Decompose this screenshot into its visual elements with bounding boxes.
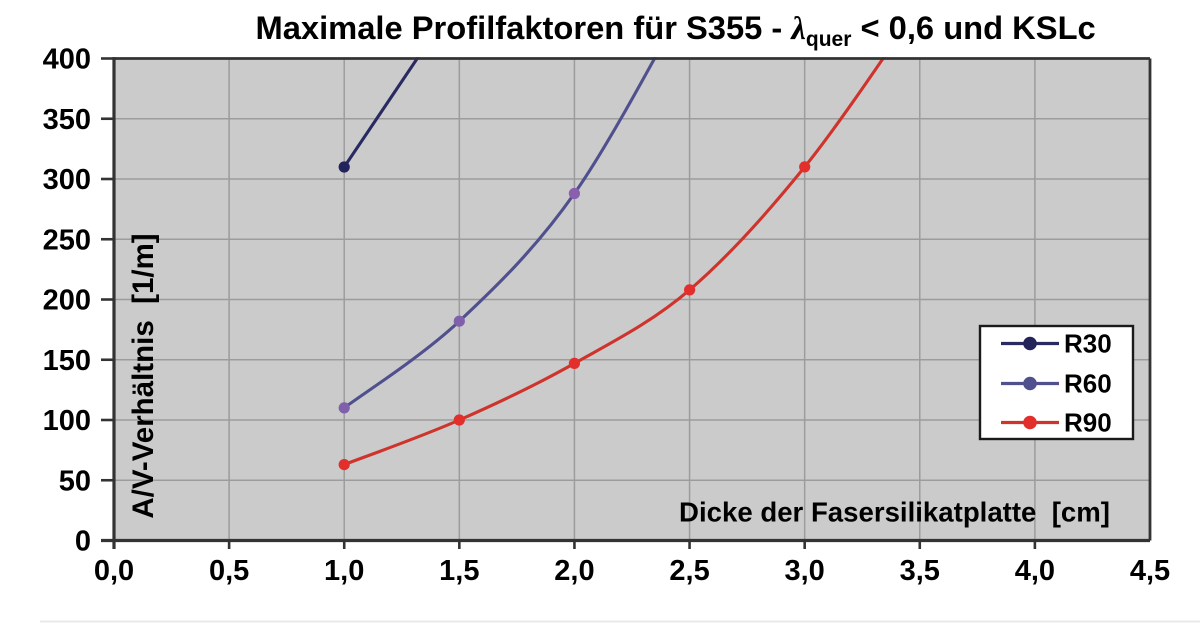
svg-text:400: 400 — [43, 44, 91, 76]
svg-text:4,5: 4,5 — [1130, 555, 1170, 587]
svg-text:Dicke der Fasersilikatplatte: Dicke der Fasersilikatplatte [cm] — [679, 497, 1110, 528]
svg-text:3,0: 3,0 — [785, 555, 825, 587]
svg-text:1,0: 1,0 — [324, 555, 364, 587]
svg-text:0,5: 0,5 — [209, 555, 249, 587]
svg-text:3,5: 3,5 — [900, 555, 940, 587]
svg-text:A/V-Verhältnis [1/m]: A/V-Verhältnis [1/m] — [127, 233, 160, 518]
svg-text:R60: R60 — [1064, 369, 1112, 399]
svg-text:1,5: 1,5 — [439, 555, 479, 587]
svg-text:0,0: 0,0 — [94, 555, 134, 587]
svg-text:Maximale Profilfaktoren für S3: Maximale Profilfaktoren für S355 - λquer… — [256, 9, 1096, 51]
svg-text:R90: R90 — [1064, 408, 1112, 438]
svg-text:4,0: 4,0 — [1015, 555, 1055, 587]
svg-text:2,5: 2,5 — [669, 555, 709, 587]
svg-text:350: 350 — [43, 104, 91, 136]
svg-text:2,0: 2,0 — [554, 555, 594, 587]
svg-text:R30: R30 — [1064, 329, 1112, 359]
svg-text:200: 200 — [43, 285, 91, 317]
svg-text:150: 150 — [43, 345, 91, 377]
svg-text:50: 50 — [59, 465, 91, 497]
svg-text:250: 250 — [43, 224, 91, 256]
svg-text:0: 0 — [75, 526, 91, 558]
svg-text:100: 100 — [43, 405, 91, 437]
svg-text:300: 300 — [43, 164, 91, 196]
